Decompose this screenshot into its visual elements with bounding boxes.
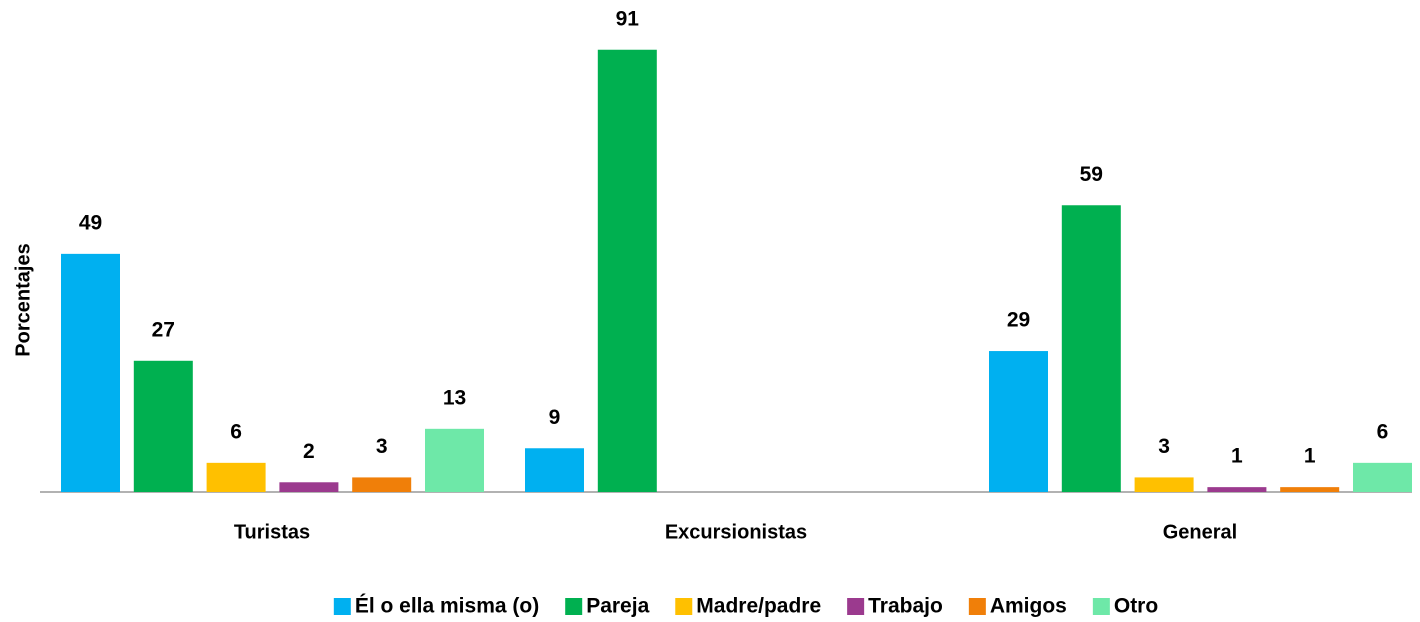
bar — [1280, 487, 1340, 492]
bar — [1134, 477, 1194, 492]
legend-swatch — [565, 598, 583, 615]
legend-label: Él o ella misma (o) — [355, 595, 539, 618]
legend-swatch — [968, 598, 986, 615]
data-label: 91 — [616, 7, 640, 30]
bar — [597, 49, 657, 493]
legend-swatch — [675, 598, 693, 615]
data-label: 6 — [1377, 420, 1389, 443]
legend-swatch — [333, 598, 351, 615]
data-label: 49 — [79, 211, 102, 234]
x-tick-label: Excursionistas — [665, 521, 807, 543]
bar — [279, 482, 339, 492]
legend-label: Otro — [1114, 595, 1158, 618]
data-label: 6 — [230, 420, 242, 443]
data-label: 1 — [1231, 445, 1243, 468]
legend-label: Trabajo — [868, 595, 943, 618]
bar — [425, 428, 484, 492]
legend-label: Pareja — [586, 595, 649, 618]
bar — [1061, 205, 1121, 492]
x-tick-label: Turistas — [234, 521, 310, 543]
legend-label: Madre/padre — [696, 595, 821, 618]
legend-swatch — [847, 598, 865, 615]
data-label: 13 — [443, 386, 466, 409]
data-label: 3 — [1158, 435, 1170, 458]
bar — [352, 477, 412, 492]
bar — [133, 360, 193, 492]
data-label: 1 — [1304, 445, 1316, 468]
bar — [61, 253, 120, 492]
bar — [1353, 462, 1412, 492]
bar — [206, 462, 266, 492]
data-label: 29 — [1007, 309, 1030, 332]
data-label: 2 — [303, 440, 315, 463]
bar — [525, 448, 584, 492]
x-tick-label: General — [1163, 521, 1237, 543]
data-label: 27 — [152, 318, 175, 341]
data-label: 59 — [1080, 163, 1103, 186]
bar — [989, 351, 1048, 492]
legend-swatch — [1092, 598, 1110, 615]
bar — [1207, 487, 1267, 492]
y-axis-label: Porcentajes — [12, 243, 34, 356]
legend-label: Amigos — [990, 595, 1067, 618]
data-label: 9 — [549, 406, 561, 429]
data-label: 3 — [376, 435, 388, 458]
